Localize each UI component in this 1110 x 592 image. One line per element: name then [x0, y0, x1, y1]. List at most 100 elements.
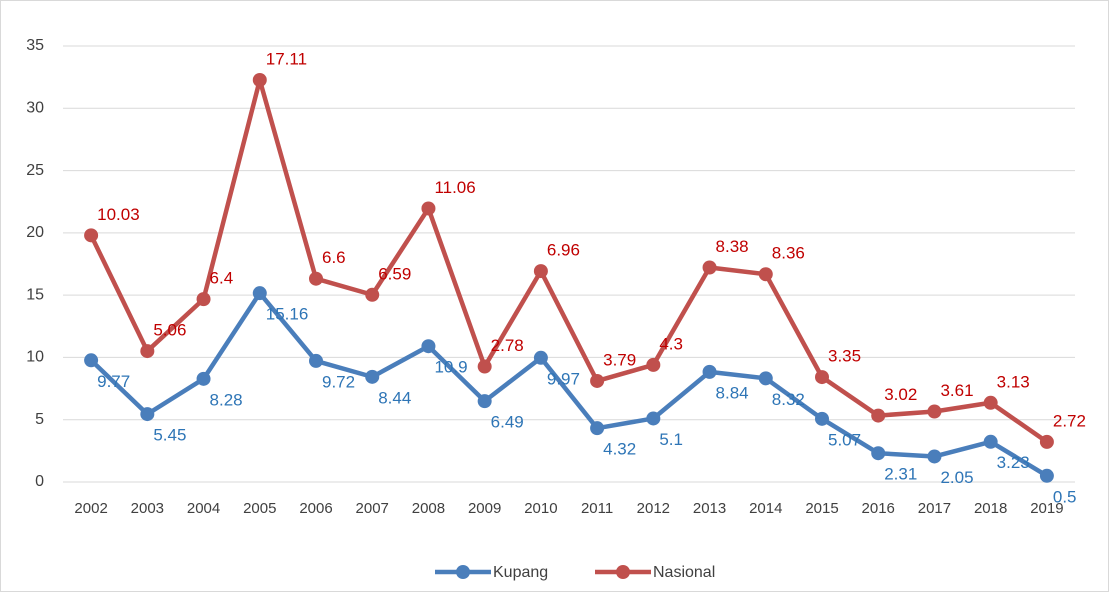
- data-label: 6.96: [547, 241, 580, 260]
- point: [365, 287, 380, 302]
- data-label: 8.84: [716, 383, 749, 402]
- point: [309, 271, 323, 286]
- point: [365, 369, 380, 384]
- point: [927, 449, 942, 464]
- data-label: 5.1: [659, 430, 683, 449]
- point: [477, 394, 492, 409]
- point: [140, 407, 155, 422]
- y-tick-label: 5: [35, 411, 44, 428]
- point: [758, 267, 773, 282]
- y-tick-label: 15: [26, 286, 44, 303]
- data-label: 17.11: [266, 49, 307, 68]
- data-label: 4.32: [603, 440, 636, 459]
- data-label: 6.49: [491, 413, 524, 432]
- point: [646, 411, 661, 426]
- point: [590, 373, 605, 388]
- y-tick-label: 0: [35, 473, 44, 490]
- data-label: 8.32: [772, 390, 805, 409]
- legend-marker: [616, 565, 630, 579]
- y-tick-label: 35: [26, 37, 44, 54]
- data-label: 6.6: [322, 248, 346, 267]
- x-tick-label: 2017: [918, 500, 951, 517]
- series-line: [89, 77, 1049, 444]
- x-tick-label: 2015: [805, 500, 838, 517]
- x-tick-label: 2012: [637, 500, 670, 517]
- data-label: 8.38: [716, 237, 749, 256]
- x-tick-label: 2002: [74, 500, 107, 517]
- x-tick-label: 2009: [468, 500, 501, 517]
- x-tick-label: 2003: [131, 500, 164, 517]
- data-label: 3.61: [940, 381, 973, 400]
- point: [815, 411, 829, 426]
- data-label: 2.05: [940, 468, 973, 487]
- data-label: 5.45: [153, 426, 186, 445]
- data-label: 9.77: [97, 372, 130, 391]
- y-tick-label: 20: [26, 224, 44, 241]
- point: [140, 344, 155, 359]
- x-tick-label: 2010: [524, 500, 557, 517]
- point: [84, 353, 99, 368]
- data-label: 2.78: [491, 336, 524, 355]
- data-label: 10.9: [434, 358, 467, 377]
- data-label: 3.79: [603, 350, 636, 369]
- point: [871, 446, 886, 461]
- x-tick-label: 2005: [243, 500, 276, 517]
- point: [196, 371, 211, 386]
- legend-label: Nasional: [653, 564, 715, 581]
- x-tick-label: 2011: [581, 500, 613, 517]
- x-tick-label: 2004: [187, 500, 220, 517]
- x-tick-label: 2008: [412, 500, 445, 517]
- data-label: 6.4: [210, 269, 234, 288]
- point: [758, 371, 773, 386]
- point: [84, 228, 99, 243]
- data-label: 11.06: [434, 178, 475, 197]
- data-label: 5.06: [153, 321, 186, 340]
- point: [590, 421, 605, 436]
- point: [815, 370, 829, 385]
- legend-marker: [456, 565, 470, 579]
- data-label: 4.3: [659, 334, 683, 353]
- y-tick-label: 25: [26, 162, 44, 179]
- y-tick-label: 10: [26, 349, 44, 366]
- x-tick-label: 2019: [1030, 500, 1063, 517]
- point: [927, 404, 942, 419]
- point: [477, 359, 492, 374]
- point: [1039, 434, 1054, 449]
- point: [421, 339, 436, 354]
- x-tick-label: 2007: [356, 500, 389, 517]
- point: [646, 357, 661, 372]
- point: [252, 286, 267, 301]
- point: [983, 395, 998, 410]
- data-label: 10.03: [97, 205, 140, 224]
- data-label: 3.13: [997, 372, 1030, 391]
- point: [252, 73, 267, 88]
- series-line: [89, 290, 1049, 478]
- x-tick-label: 2013: [693, 500, 726, 517]
- x-tick-label: 2006: [299, 500, 332, 517]
- data-label: 8.44: [378, 388, 411, 407]
- data-label: 3.23: [997, 453, 1030, 472]
- point: [983, 434, 998, 449]
- point: [196, 292, 211, 307]
- data-label: 0.5: [1053, 487, 1077, 506]
- point: [533, 350, 548, 365]
- data-label: 6.59: [378, 264, 411, 283]
- data-label: 3.02: [884, 385, 917, 404]
- legend-label: Kupang: [493, 564, 548, 581]
- point: [1039, 468, 1054, 483]
- point: [702, 364, 717, 379]
- data-label: 3.35: [828, 347, 861, 366]
- point: [871, 408, 886, 423]
- point: [421, 201, 436, 216]
- data-label: 9.97: [547, 369, 580, 388]
- data-label: 9.72: [322, 372, 355, 391]
- x-tick-label: 2016: [862, 500, 895, 517]
- data-label: 2.31: [884, 465, 917, 484]
- x-tick-label: 2014: [749, 500, 782, 517]
- data-label: 8.28: [210, 390, 243, 409]
- data-label: 5.07: [828, 430, 861, 449]
- y-tick-label: 30: [26, 100, 44, 117]
- data-label: 8.36: [772, 244, 805, 263]
- data-label: 2.72: [1053, 411, 1086, 430]
